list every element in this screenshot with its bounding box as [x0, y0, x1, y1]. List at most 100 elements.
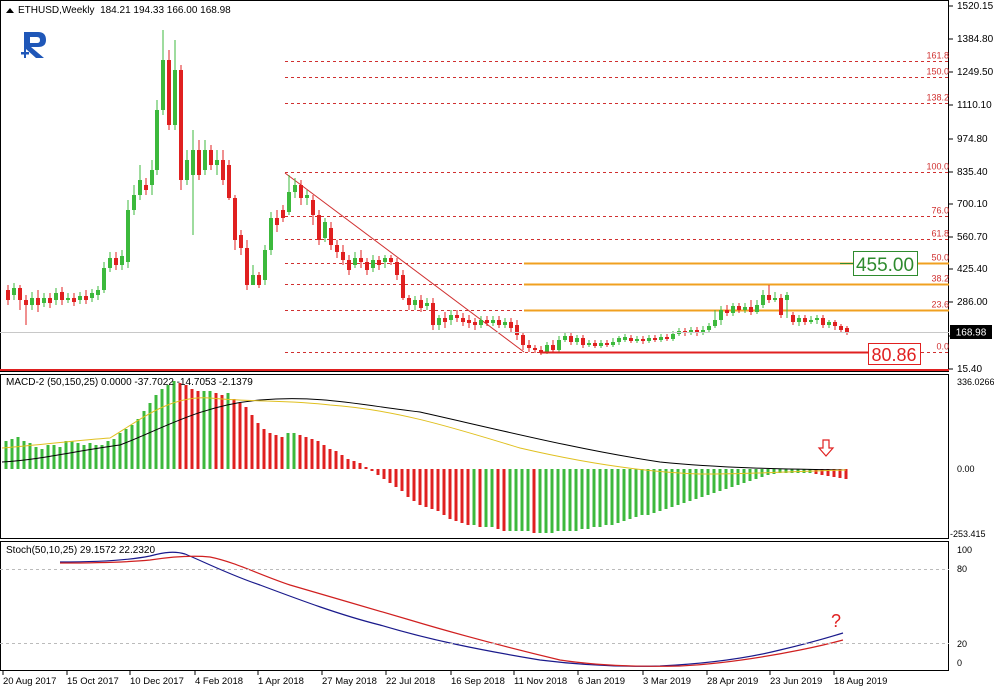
macd-bar — [388, 469, 392, 483]
macd-bar — [508, 469, 512, 531]
time-axis-label: 4 Feb 2018 — [195, 676, 243, 687]
candle-body — [695, 330, 699, 333]
candle-body — [509, 322, 513, 328]
candle-body — [108, 258, 112, 268]
candle-body — [197, 150, 201, 175]
price-axis-label: 835.40 — [957, 167, 988, 178]
candle-body — [114, 258, 118, 265]
time-axis-label: 18 Aug 2019 — [834, 676, 887, 687]
price-candles — [6, 30, 849, 355]
macd-bar — [688, 469, 692, 501]
candle-body — [479, 320, 483, 325]
macd-bar — [346, 459, 350, 469]
downtrend-line[interactable] — [284, 172, 525, 353]
macd-bar — [328, 449, 332, 469]
candle-body — [755, 305, 759, 312]
time-axis-label: 3 Mar 2019 — [643, 676, 691, 687]
macd-bar — [730, 469, 734, 487]
macd-bar — [292, 433, 296, 469]
macd-bar — [454, 469, 458, 521]
candle-body — [521, 335, 525, 345]
candle-body — [60, 292, 64, 300]
macd-bar — [364, 467, 368, 469]
macd-title: MACD-2 (50,150,25) 0.0000 -37.7022 -14.7… — [6, 377, 253, 388]
stoch-lines — [59, 551, 844, 667]
macd-bar — [334, 451, 338, 469]
macd-bar — [754, 469, 758, 479]
candle-body — [227, 165, 231, 198]
macd-bar — [736, 469, 740, 485]
candle-body — [120, 256, 124, 265]
time-axis-label: 1 Apr 2018 — [258, 676, 304, 687]
candle-body — [581, 338, 585, 345]
candle-body — [449, 315, 453, 320]
macd-bar — [430, 469, 434, 509]
macd-bar — [184, 385, 188, 469]
candle-body — [323, 222, 327, 238]
candle-body — [347, 260, 351, 270]
candle-body — [473, 322, 477, 325]
current-price-marker: 168.98 — [0, 325, 992, 339]
macd-bar — [490, 469, 494, 527]
macd-bar — [424, 469, 428, 507]
macd-bar — [568, 469, 572, 531]
macd-bar — [100, 445, 104, 469]
candle-body — [779, 298, 783, 315]
candle-body — [659, 337, 663, 340]
macd-signal-line — [1, 398, 847, 471]
candle-body — [719, 310, 723, 320]
candle-body — [587, 343, 591, 345]
stoch-main-line — [59, 551, 844, 667]
low-price-label: 80.86 — [871, 345, 916, 365]
macd-axis-zero: 0.00 — [957, 464, 975, 474]
macd-bar — [232, 399, 236, 469]
candle-body — [126, 210, 130, 262]
candle-body — [6, 290, 10, 300]
collapse-triangle-icon[interactable] — [6, 7, 14, 13]
macd-bar — [664, 469, 668, 509]
macd-bar — [10, 439, 14, 469]
macd-bar — [112, 439, 116, 469]
macd-bar — [274, 435, 278, 469]
macd-bar — [226, 393, 230, 469]
trend-line[interactable] — [284, 172, 525, 353]
candle-body — [239, 235, 243, 248]
macd-bar — [286, 433, 290, 469]
candle-body — [503, 322, 507, 325]
candle-body — [791, 315, 795, 322]
candle-body — [689, 330, 693, 333]
macd-bar — [124, 429, 128, 469]
candle-body — [102, 268, 106, 290]
candle-body — [749, 307, 753, 312]
macd-bar — [142, 411, 146, 469]
macd-panel-frame — [0, 374, 949, 539]
candle-body — [42, 298, 46, 303]
macd-bar — [466, 469, 470, 525]
candle-body — [515, 325, 519, 335]
price-axis-label: 1110.10 — [957, 100, 992, 111]
macd-bar — [130, 425, 134, 469]
macd-bar — [310, 439, 314, 469]
candle-body — [395, 262, 399, 275]
candle-body — [305, 195, 309, 198]
candle-body — [623, 337, 627, 340]
price-axis-label: 560.70 — [957, 232, 988, 243]
price-axis-label: 286.00 — [957, 297, 988, 308]
price-axis: 1520.15 1384.80 1249.50 1110.10 974.80 835.40… — [949, 1, 994, 375]
macd-bar — [778, 469, 782, 473]
macd-bar — [178, 383, 182, 469]
macd-bar — [70, 441, 74, 469]
stoch-axis-80: 80 — [957, 564, 967, 574]
macd-bar — [58, 447, 62, 469]
candle-body — [713, 320, 717, 326]
macd-bar — [88, 443, 92, 469]
macd-bar — [748, 469, 752, 481]
candle-body — [203, 150, 207, 170]
stoch-axis-20: 20 — [957, 639, 967, 649]
candle-body — [329, 228, 333, 245]
macd-bar — [172, 381, 176, 469]
candle-body — [611, 342, 615, 345]
macd-bar — [136, 419, 140, 469]
macd-bar — [526, 469, 530, 531]
